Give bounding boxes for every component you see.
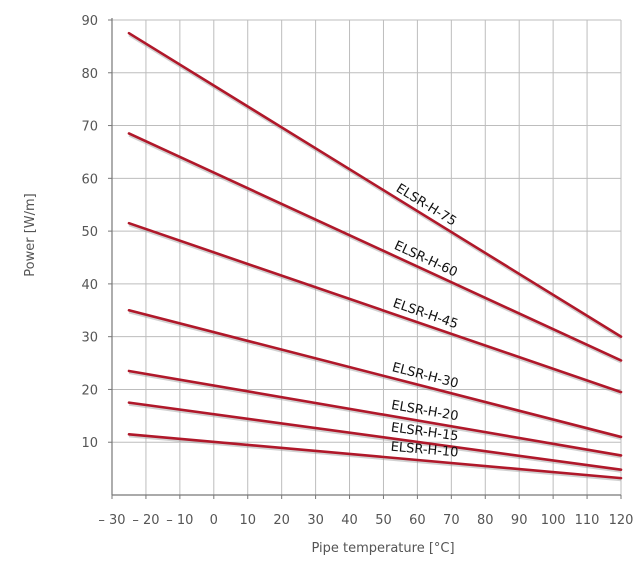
series-label-elsr-h-10: ELSR-H-10 — [390, 440, 459, 461]
x-axis-title: Pipe temperature [°C] — [311, 541, 454, 556]
y-tick-label: 10 — [81, 436, 98, 451]
x-tick-label: 30 — [307, 513, 324, 528]
x-tick-label: – 10 — [166, 513, 193, 528]
series-shadow-elsr-h-75 — [128, 34, 622, 340]
x-tick-label: – 30 — [98, 513, 125, 528]
y-tick-label: 30 — [81, 331, 98, 346]
y-axis-title: Power [W/m] — [23, 193, 38, 276]
series-line-elsr-h-20 — [127, 369, 623, 457]
x-tick-label: 80 — [477, 513, 494, 528]
x-tick-label: 90 — [511, 513, 528, 528]
x-tick-label: 70 — [443, 513, 460, 528]
x-axis-ticks: – 30 – 20 – 10 0 10 20 30 40 50 60 70 80 90 100 110 120 — [98, 495, 633, 528]
x-tick-label: 110 — [575, 513, 600, 528]
y-tick-label: 80 — [81, 67, 98, 82]
series-line-elsr-h-15 — [127, 401, 623, 471]
series-line-elsr-h-10 — [127, 433, 623, 480]
y-tick-label: 90 — [81, 14, 98, 29]
y-tick-label: 20 — [81, 383, 98, 398]
x-tick-label: – 20 — [132, 513, 159, 528]
y-tick-label: 40 — [81, 278, 98, 293]
series-shadow-elsr-h-15 — [128, 403, 622, 473]
y-tick-label: 60 — [81, 172, 98, 187]
series-line-elsr-h-75 — [127, 31, 623, 338]
axes — [111, 18, 621, 496]
grid — [112, 19, 622, 495]
series-shadow-elsr-h-60 — [128, 134, 622, 364]
series-line-elsr-h-30 — [127, 308, 623, 439]
series-shadow-elsr-h-30 — [128, 311, 622, 441]
y-tick-label: 50 — [81, 225, 98, 240]
series-shadow-elsr-h-20 — [128, 371, 622, 459]
x-tick-label: 0 — [210, 513, 218, 528]
series-line-elsr-h-60 — [127, 132, 623, 362]
series-lines — [127, 31, 623, 482]
series-line-elsr-h-45 — [127, 221, 623, 394]
series-shadow-elsr-h-45 — [128, 224, 622, 396]
x-tick-label: 60 — [409, 513, 426, 528]
x-tick-label: 20 — [273, 513, 290, 528]
x-tick-label: 120 — [609, 513, 634, 528]
x-tick-label: 10 — [239, 513, 256, 528]
y-axis-ticks: 10 20 30 40 50 60 70 80 90 — [81, 14, 112, 451]
series-shadow-elsr-h-10 — [128, 435, 622, 482]
x-tick-label: 100 — [541, 513, 566, 528]
x-tick-label: 50 — [375, 513, 392, 528]
y-tick-label: 70 — [81, 120, 98, 135]
x-tick-label: 40 — [341, 513, 358, 528]
